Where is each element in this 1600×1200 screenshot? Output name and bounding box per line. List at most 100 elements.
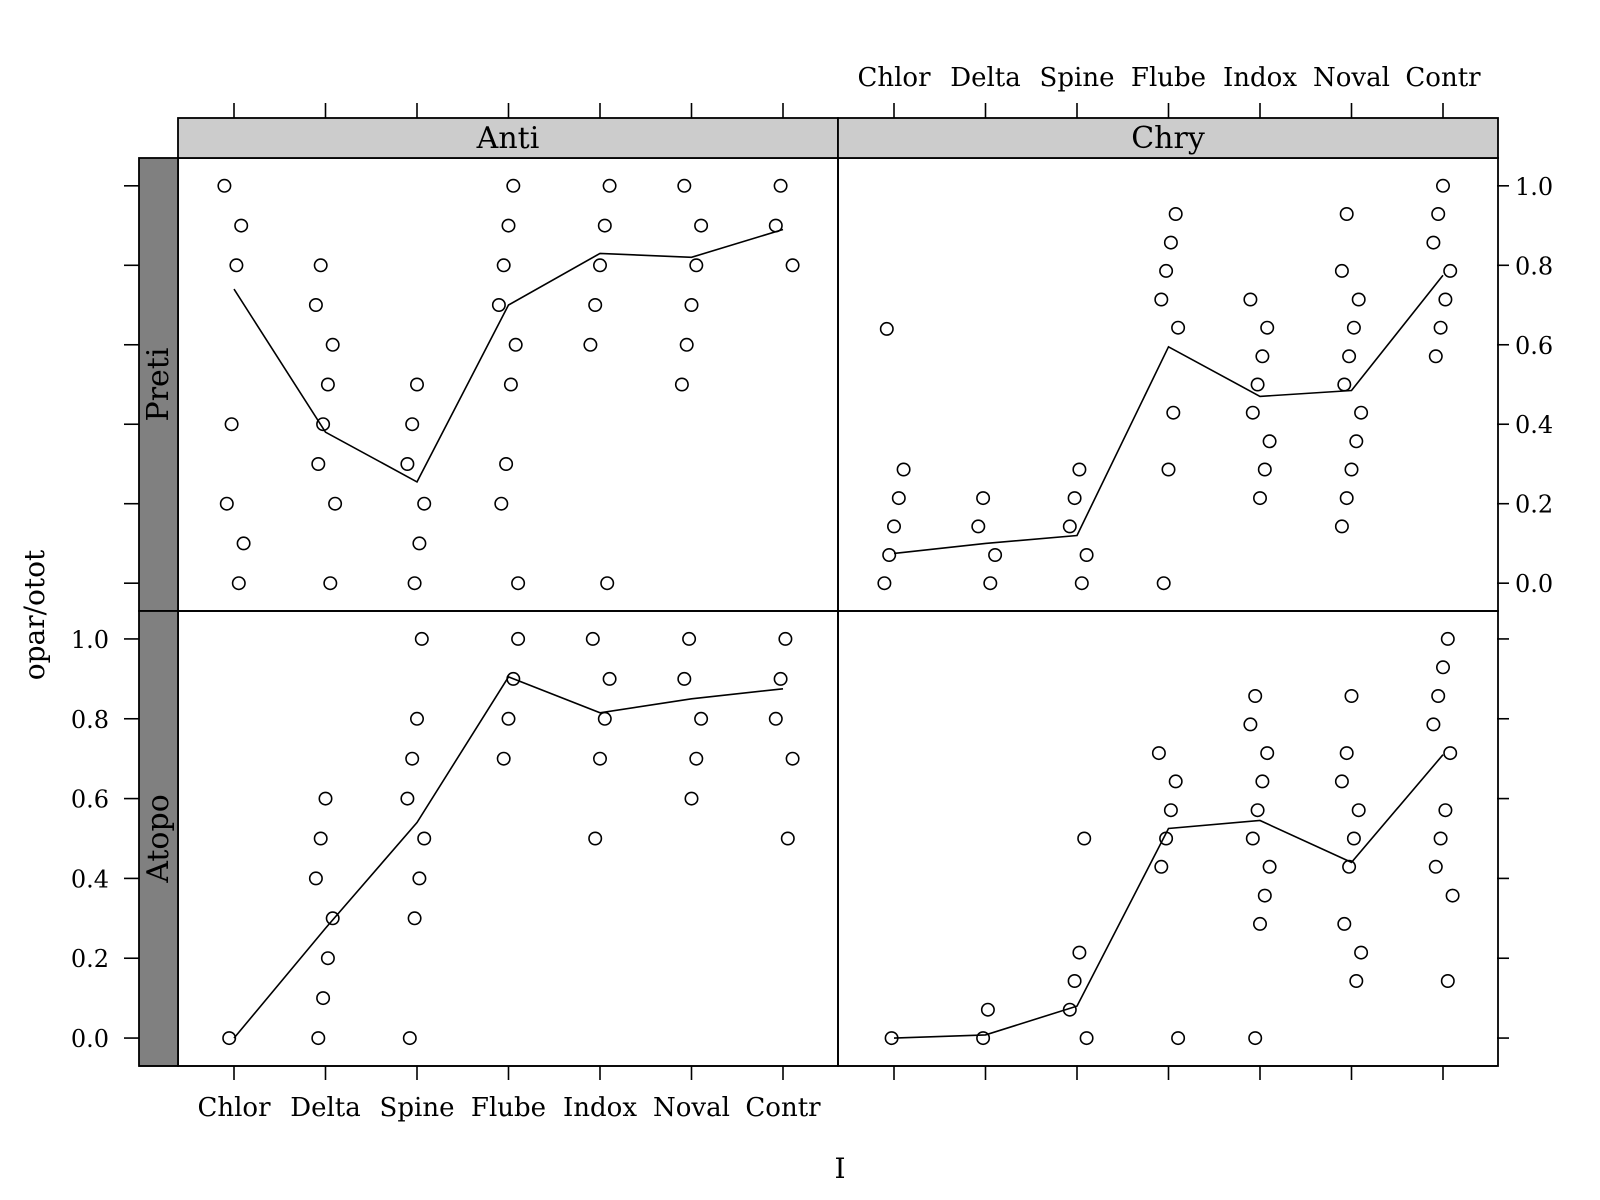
data-point xyxy=(1351,803,1366,818)
x-tick-label: Indox xyxy=(1223,63,1297,93)
data-point xyxy=(768,711,783,726)
data-point xyxy=(1344,688,1359,703)
data-point xyxy=(1168,207,1183,222)
data-point xyxy=(1154,859,1169,874)
data-point xyxy=(785,258,800,273)
data-point xyxy=(1072,462,1087,477)
data-point xyxy=(778,631,793,646)
data-point xyxy=(1163,235,1178,250)
panel-frame xyxy=(177,157,839,612)
data-point xyxy=(1339,746,1354,761)
data-point xyxy=(217,178,232,193)
x-tick-label: Delta xyxy=(950,63,1021,93)
data-point xyxy=(1426,235,1441,250)
data-point xyxy=(320,377,335,392)
x-tick-label: Chlor xyxy=(857,63,931,93)
data-point xyxy=(1354,945,1369,960)
row-strip-label: Preti xyxy=(141,348,176,422)
data-point xyxy=(1349,973,1364,988)
data-point xyxy=(1159,263,1174,278)
data-point xyxy=(494,496,509,511)
data-point xyxy=(412,536,427,551)
data-point xyxy=(780,831,795,846)
x-tick-label: Spine xyxy=(380,1093,455,1123)
data-point xyxy=(1342,349,1357,364)
row-strip xyxy=(138,610,179,1067)
data-point xyxy=(325,911,340,926)
data-point xyxy=(1257,462,1272,477)
data-point xyxy=(316,417,331,432)
data-point xyxy=(1337,916,1352,931)
data-point xyxy=(1255,349,1270,364)
data-point xyxy=(1250,803,1265,818)
data-point xyxy=(773,178,788,193)
data-point xyxy=(597,218,612,233)
mean-line xyxy=(233,675,784,1039)
data-point xyxy=(983,576,998,591)
data-point xyxy=(1243,717,1258,732)
data-point xyxy=(1079,547,1094,562)
data-point xyxy=(320,951,335,966)
data-point xyxy=(1443,746,1458,761)
y-tick-label: 1.0 xyxy=(71,626,109,654)
data-point xyxy=(1438,292,1453,307)
data-point xyxy=(677,178,692,193)
panel-frame xyxy=(177,610,839,1067)
data-point xyxy=(1436,660,1451,675)
data-point xyxy=(1171,320,1186,335)
column-strip xyxy=(837,117,1499,159)
data-point xyxy=(400,456,415,471)
y-tick-label: 0.0 xyxy=(1515,570,1553,598)
data-point xyxy=(896,462,911,477)
data-point xyxy=(1262,859,1277,874)
y-tick-label: 0.0 xyxy=(71,1025,109,1053)
data-point xyxy=(1334,519,1349,534)
x-tick-label: Spine xyxy=(1040,63,1115,93)
data-point xyxy=(1161,462,1176,477)
panel-preti-chry xyxy=(877,178,1458,591)
data-point xyxy=(1260,320,1275,335)
y-tick-label: 0.8 xyxy=(1515,252,1553,280)
data-point xyxy=(236,536,251,551)
data-point xyxy=(222,1031,237,1046)
data-point xyxy=(1354,405,1369,420)
data-point xyxy=(597,711,612,726)
data-point xyxy=(491,297,506,312)
data-point xyxy=(1334,263,1349,278)
data-point xyxy=(506,178,521,193)
data-point xyxy=(328,496,343,511)
data-point xyxy=(1426,717,1441,732)
data-point xyxy=(405,751,420,766)
data-point xyxy=(1260,746,1275,761)
data-point xyxy=(689,258,704,273)
y-tick-label: 0.8 xyxy=(71,706,109,734)
data-point xyxy=(1339,491,1354,506)
data-point xyxy=(308,871,323,886)
x-tick-label: Noval xyxy=(1313,63,1390,93)
data-point xyxy=(1062,519,1077,534)
data-point xyxy=(1163,803,1178,818)
y-tick-label: 0.4 xyxy=(71,865,109,893)
x-tick-label: Noval xyxy=(653,1093,730,1123)
panel-frame xyxy=(837,157,1499,612)
data-point xyxy=(882,547,897,562)
data-point xyxy=(1151,746,1166,761)
y-tick-label: 0.6 xyxy=(71,786,109,814)
data-point xyxy=(402,1031,417,1046)
data-point xyxy=(1077,831,1092,846)
data-point xyxy=(412,871,427,886)
row-strip-label: Atopo xyxy=(141,794,176,884)
data-point xyxy=(773,671,788,686)
data-point xyxy=(988,547,1003,562)
data-point xyxy=(409,711,424,726)
data-point xyxy=(785,751,800,766)
data-point xyxy=(1445,888,1460,903)
x-tick-label: Flube xyxy=(1131,63,1206,93)
data-point xyxy=(682,631,697,646)
data-point xyxy=(501,218,516,233)
data-point xyxy=(1262,434,1277,449)
data-point xyxy=(1245,831,1260,846)
data-point xyxy=(405,417,420,432)
data-point xyxy=(224,417,239,432)
